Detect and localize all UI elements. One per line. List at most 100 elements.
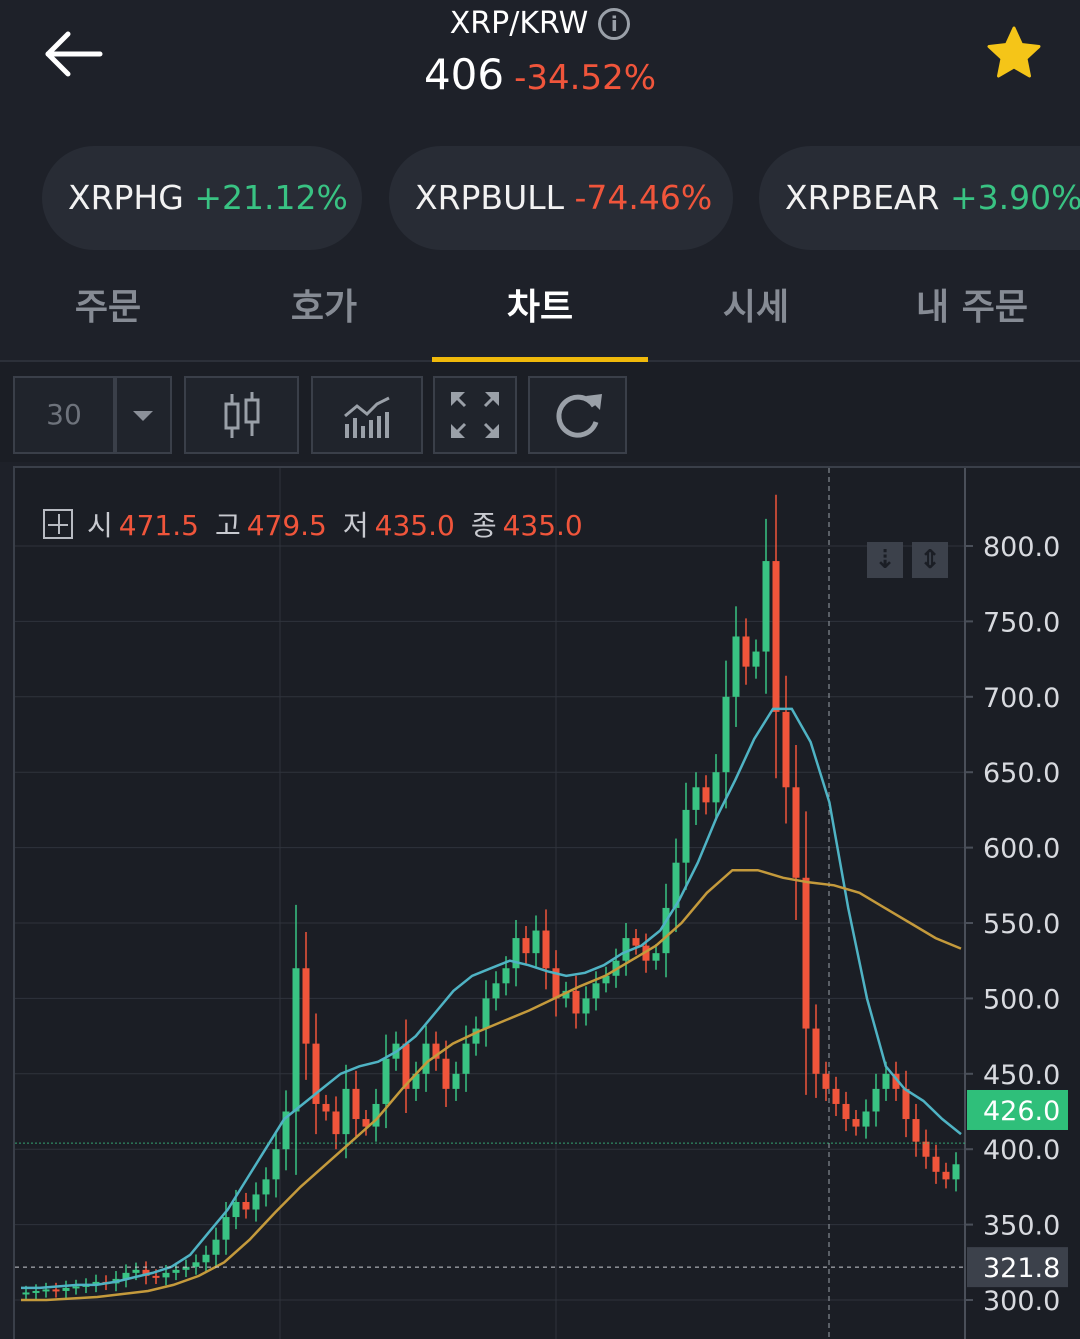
candle-body — [902, 1088, 910, 1120]
candle-body — [652, 953, 660, 961]
tab-my-orders[interactable]: 내 주문 — [916, 287, 1028, 328]
tab-orderbook[interactable]: 호가 — [290, 287, 358, 328]
candle-body — [602, 975, 610, 984]
candle-body — [862, 1111, 870, 1127]
candle-body — [662, 907, 670, 954]
candle-body — [622, 938, 630, 961]
candle-body — [62, 1287, 70, 1291]
related-pill-xrphg[interactable]: XRPHG +21.12% — [42, 146, 362, 250]
candle-body — [702, 787, 710, 803]
candle-body — [122, 1272, 130, 1279]
candle-body — [782, 711, 790, 788]
candle-body — [852, 1119, 860, 1127]
candle-body — [292, 968, 300, 1112]
pill-name: XRPBEAR — [785, 178, 940, 217]
expand-plus-icon[interactable] — [43, 509, 73, 539]
interval-select[interactable]: 30 — [13, 376, 115, 454]
favorite-star-icon[interactable] — [984, 24, 1044, 82]
candle-body — [832, 1088, 840, 1104]
candle-body — [722, 696, 730, 773]
candle-body — [162, 1272, 170, 1278]
candle-body — [752, 651, 760, 667]
candle-body — [582, 998, 590, 1014]
info-icon[interactable]: i — [598, 8, 631, 40]
candle-body — [672, 862, 680, 908]
candle-body — [362, 1119, 370, 1127]
candle-body — [882, 1073, 890, 1089]
candle-body — [842, 1103, 850, 1120]
back-arrow-icon[interactable] — [40, 24, 110, 84]
candle-body — [412, 1073, 420, 1089]
tab-order[interactable]: 주문 — [74, 287, 142, 328]
candle-body — [32, 1290, 40, 1293]
related-pill-xrpbull[interactable]: XRPBULL -74.46% — [389, 146, 733, 250]
candlestick-button[interactable] — [184, 376, 299, 454]
related-pill-xrpbear[interactable]: XRPBEAR +3.90% — [759, 146, 1080, 250]
current-price-tag-label: 426.0 — [983, 1096, 1060, 1127]
candle-body — [92, 1281, 100, 1285]
candle-body — [472, 1028, 480, 1044]
candle-body — [42, 1289, 50, 1292]
candle-body — [682, 809, 690, 863]
candle-body — [132, 1269, 140, 1273]
current-price-tag — [967, 1089, 1068, 1130]
chevron-down-icon — [133, 411, 153, 421]
candle-body — [892, 1073, 900, 1089]
crosshair-price-tag — [967, 1247, 1068, 1288]
candle-body — [922, 1141, 930, 1157]
candle-body — [812, 1028, 820, 1074]
tab-market-price[interactable]: 시세 — [722, 287, 790, 328]
pair-title: XRP/KRW i — [0, 6, 1080, 41]
y-tick-label: 350.0 — [983, 1211, 1060, 1242]
scale-down-icon[interactable]: ⇣ — [867, 542, 903, 578]
current-price: 406 — [423, 50, 505, 99]
candle-body — [692, 787, 700, 810]
candle-body — [142, 1269, 150, 1276]
candle-body — [202, 1254, 210, 1263]
candle-body — [382, 1058, 390, 1104]
chart-canvas[interactable]: 800.0 750.0 700.0 650.0 600.0 550.0 500.0 450.0… — [15, 468, 1080, 1339]
candle-body — [222, 1217, 230, 1240]
candle-body — [492, 983, 500, 999]
indicator-icon — [344, 396, 390, 438]
price-change: -34.52% — [514, 58, 657, 98]
candle-body — [942, 1171, 950, 1180]
y-tick-label: 500.0 — [983, 984, 1060, 1015]
pill-name: XRPBULL — [415, 178, 564, 217]
candle-body — [332, 1111, 340, 1135]
y-tick-label: 400.0 — [983, 1135, 1060, 1166]
moving-average-fast-line — [21, 707, 962, 1290]
candle-body — [562, 990, 570, 999]
candle-body — [192, 1262, 200, 1267]
candle-body — [152, 1275, 160, 1278]
open-label: 시 — [87, 509, 113, 542]
candle-body — [212, 1239, 220, 1255]
y-tick-label: 450.0 — [983, 1060, 1060, 1091]
price-chart[interactable]: 800.0 750.0 700.0 650.0 600.0 550.0 500.0 450.0… — [13, 466, 1080, 1339]
candle-body — [402, 1043, 410, 1089]
scale-updown-icon[interactable]: ⇕ — [912, 542, 948, 578]
crosshair-price-tag-label: 321.8 — [983, 1253, 1060, 1284]
tab-chart[interactable]: 차트 — [506, 287, 574, 328]
refresh-button[interactable] — [528, 376, 627, 454]
candle-body — [742, 636, 750, 667]
close-label: 종 — [470, 509, 497, 542]
candle-body — [182, 1266, 190, 1270]
moving-average-slow-line — [21, 868, 962, 1302]
candle-body — [772, 561, 780, 712]
candle-body — [592, 983, 600, 999]
indicator-button[interactable] — [311, 376, 423, 454]
candle-body — [262, 1179, 270, 1195]
candle-body — [792, 787, 800, 878]
candle-body — [532, 930, 540, 954]
pill-name: XRPHG — [68, 178, 184, 217]
y-tick-label: 600.0 — [983, 834, 1060, 865]
header: XRP/KRW i 406 -34.52% — [0, 0, 1080, 130]
pill-change: +21.12% — [194, 178, 348, 217]
candle-body — [22, 1292, 30, 1295]
y-tick-label: 650.0 — [983, 758, 1060, 789]
interval-dropdown-button[interactable] — [115, 376, 172, 454]
candle-body — [302, 968, 310, 1044]
fullscreen-button[interactable] — [433, 376, 517, 454]
close-value: 435.0 — [502, 509, 583, 542]
